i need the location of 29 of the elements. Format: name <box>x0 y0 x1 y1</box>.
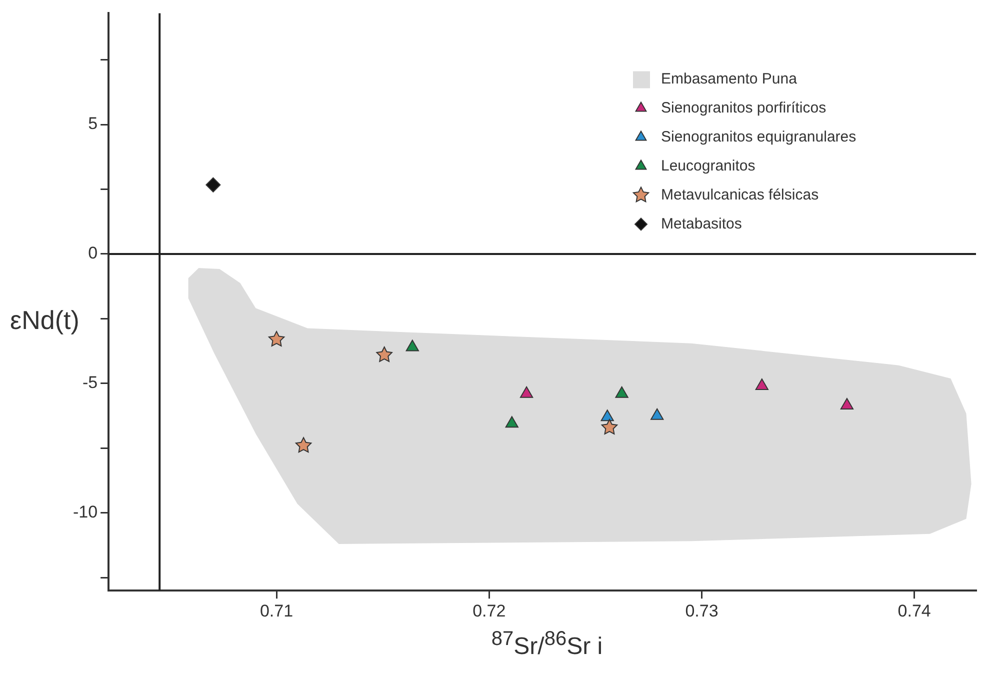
point <box>601 418 618 434</box>
point <box>406 340 419 352</box>
legend-label: Leucogranitos <box>661 157 756 174</box>
point <box>600 410 614 422</box>
legend-label: Metavulcanicas félsicas <box>661 186 819 204</box>
point <box>206 177 221 192</box>
point <box>295 437 312 453</box>
point <box>840 398 854 410</box>
point <box>505 416 518 428</box>
x-tick-label: 0.72 <box>472 601 506 620</box>
y-tick-label: 5 <box>88 114 98 134</box>
point <box>755 378 768 390</box>
point <box>376 346 392 362</box>
x-axis-title: $^{87}$Sr/$^{86}$Sr i <box>490 628 604 661</box>
point <box>615 386 628 398</box>
legend-label: Sienogranitos porfiríticos <box>661 99 826 116</box>
legend-label: Embasamento Puna <box>661 70 798 88</box>
x-tick-label: 0.71 <box>260 601 294 620</box>
legend-label: Metabasitos <box>661 215 742 232</box>
legend-label: Sienogranitos equigranulares <box>661 128 856 146</box>
y-tick-label: -5 <box>82 373 98 392</box>
point <box>520 386 534 398</box>
point <box>650 408 664 420</box>
x-tick-label: 0.74 <box>898 601 931 620</box>
y-tick-label: 0 <box>88 244 98 263</box>
x-tick-label: 0.73 <box>685 601 718 620</box>
point <box>268 330 285 346</box>
y-tick-label: -10 <box>72 502 98 522</box>
y-axis-title: εNd(t) <box>10 305 80 336</box>
